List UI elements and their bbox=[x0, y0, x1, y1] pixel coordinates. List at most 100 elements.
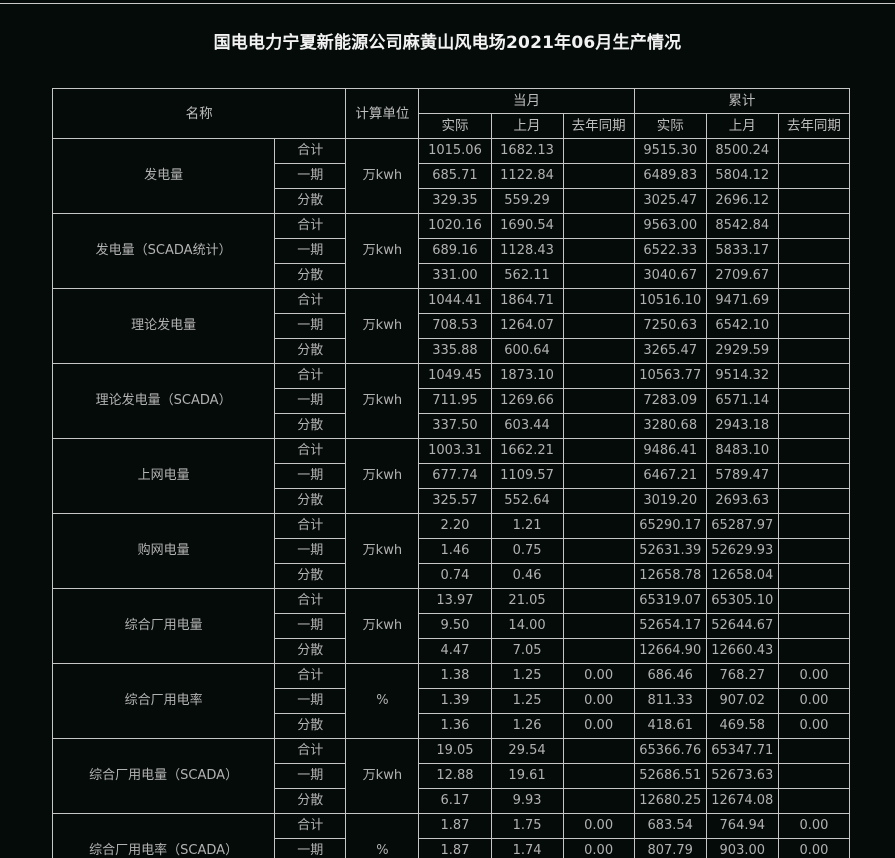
cell-month-last-month: 0.46 bbox=[490, 563, 564, 589]
cell-total-last-year bbox=[777, 188, 851, 214]
cell-month-last-month: 1690.54 bbox=[490, 213, 564, 239]
row-subcategory: 一期 bbox=[274, 688, 347, 714]
cell-total-actual: 3040.67 bbox=[633, 263, 707, 289]
cell-month-last-year: 0.00 bbox=[562, 688, 635, 714]
row-subcategory: 分散 bbox=[274, 413, 347, 439]
cell-total-actual: 65366.76 bbox=[633, 738, 707, 764]
cell-total-last-year: 0.00 bbox=[777, 813, 851, 839]
cell-total-last-month: 9514.32 bbox=[705, 363, 779, 389]
cell-month-last-month: 1109.57 bbox=[490, 463, 564, 489]
cell-month-last-year bbox=[562, 513, 635, 539]
cell-total-last-year bbox=[777, 138, 851, 164]
cell-total-last-month: 6571.14 bbox=[705, 388, 779, 414]
cell-month-last-month: 1269.66 bbox=[490, 388, 564, 414]
cell-month-last-month: 1.75 bbox=[490, 813, 564, 839]
cell-total-last-year bbox=[777, 763, 851, 789]
cell-month-actual: 325.57 bbox=[418, 488, 492, 514]
cell-total-actual: 10516.10 bbox=[633, 288, 707, 314]
cell-total-last-month: 12674.08 bbox=[705, 788, 779, 814]
cell-month-last-year bbox=[562, 538, 635, 564]
cell-total-actual: 10563.77 bbox=[633, 363, 707, 389]
cell-total-last-year: 0.00 bbox=[777, 688, 851, 714]
production-table-container: 名称 计算单位 当月 累计 实际 上月 去年同期 实际 上月 去年同期 发电量合… bbox=[51, 88, 851, 858]
page-title: 国电电力宁夏新能源公司麻黄山风电场2021年06月生产情况 bbox=[213, 33, 682, 53]
row-subcategory: 一期 bbox=[274, 613, 347, 639]
cell-total-actual: 3265.47 bbox=[633, 338, 707, 364]
row-subcategory: 分散 bbox=[274, 713, 347, 739]
row-group-unit: 万kwh bbox=[345, 513, 420, 589]
cell-month-actual: 1003.31 bbox=[418, 438, 492, 464]
cell-total-last-year bbox=[777, 538, 851, 564]
header-name: 名称 bbox=[51, 88, 347, 139]
cell-total-last-year bbox=[777, 213, 851, 239]
cell-total-last-month: 6542.10 bbox=[705, 313, 779, 339]
cell-total-actual: 807.79 bbox=[633, 838, 707, 858]
cell-total-last-year: 0.00 bbox=[777, 663, 851, 689]
row-subcategory: 分散 bbox=[274, 788, 347, 814]
cell-month-actual: 335.88 bbox=[418, 338, 492, 364]
row-subcategory: 合计 bbox=[274, 663, 347, 689]
cell-month-last-month: 603.44 bbox=[490, 413, 564, 439]
row-group-name: 理论发电量 bbox=[51, 288, 276, 364]
cell-total-last-year bbox=[777, 613, 851, 639]
cell-total-last-year bbox=[777, 163, 851, 189]
cell-month-actual: 329.35 bbox=[418, 188, 492, 214]
cell-total-last-year bbox=[777, 363, 851, 389]
cell-total-actual: 686.46 bbox=[633, 663, 707, 689]
cell-month-last-year bbox=[562, 738, 635, 764]
cell-total-last-month: 2929.59 bbox=[705, 338, 779, 364]
cell-month-last-year bbox=[562, 263, 635, 289]
cell-month-last-year bbox=[562, 338, 635, 364]
cell-month-last-year bbox=[562, 563, 635, 589]
row-subcategory: 一期 bbox=[274, 763, 347, 789]
cell-total-last-month: 2693.63 bbox=[705, 488, 779, 514]
cell-total-last-year bbox=[777, 738, 851, 764]
cell-total-last-month: 52673.63 bbox=[705, 763, 779, 789]
row-subcategory: 一期 bbox=[274, 538, 347, 564]
cell-total-last-month: 8542.84 bbox=[705, 213, 779, 239]
cell-month-actual: 19.05 bbox=[418, 738, 492, 764]
cell-total-actual: 9515.30 bbox=[633, 138, 707, 164]
row-subcategory: 分散 bbox=[274, 263, 347, 289]
cell-total-last-month: 65347.71 bbox=[705, 738, 779, 764]
row-subcategory: 合计 bbox=[274, 513, 347, 539]
cell-month-last-month: 1.21 bbox=[490, 513, 564, 539]
cell-month-actual: 1.36 bbox=[418, 713, 492, 739]
cell-month-last-year bbox=[562, 588, 635, 614]
row-subcategory: 一期 bbox=[274, 838, 347, 858]
row-subcategory: 一期 bbox=[274, 163, 347, 189]
cell-month-actual: 711.95 bbox=[418, 388, 492, 414]
cell-total-actual: 52654.17 bbox=[633, 613, 707, 639]
cell-month-actual: 689.16 bbox=[418, 238, 492, 264]
cell-month-last-year bbox=[562, 413, 635, 439]
cell-month-last-year bbox=[562, 388, 635, 414]
cell-total-last-month: 5804.12 bbox=[705, 163, 779, 189]
cell-total-last-month: 5833.17 bbox=[705, 238, 779, 264]
cell-month-last-month: 1662.21 bbox=[490, 438, 564, 464]
cell-month-actual: 2.20 bbox=[418, 513, 492, 539]
cell-total-actual: 9486.41 bbox=[633, 438, 707, 464]
cell-month-last-year bbox=[562, 213, 635, 239]
cell-total-actual: 12680.25 bbox=[633, 788, 707, 814]
cell-total-last-year: 0.00 bbox=[777, 838, 851, 858]
table-row: 发电量 合计 万kwh 1015.06 1682.13 9515.30 8500.24 bbox=[51, 138, 851, 214]
header-month-last-month: 上月 bbox=[490, 113, 564, 139]
cell-total-actual: 6489.83 bbox=[633, 163, 707, 189]
cell-total-actual: 7250.63 bbox=[633, 313, 707, 339]
cell-total-actual: 65319.07 bbox=[633, 588, 707, 614]
table-header-row-2: 实际 上月 去年同期 实际 上月 去年同期 bbox=[53, 113, 851, 139]
cell-total-last-month: 12660.43 bbox=[705, 638, 779, 664]
table-row: 一期 677.74 1109.57 6467.21 5789.47 bbox=[53, 463, 851, 489]
cell-month-actual: 9.50 bbox=[418, 613, 492, 639]
row-subcategory: 分散 bbox=[274, 188, 347, 214]
cell-month-last-year bbox=[562, 163, 635, 189]
table-header-row-1: 名称 计算单位 当月 累计 bbox=[51, 88, 851, 139]
row-group-name: 购网电量 bbox=[51, 513, 276, 589]
row-subcategory: 合计 bbox=[274, 138, 347, 164]
cell-total-last-year bbox=[777, 288, 851, 314]
cell-total-actual: 3019.20 bbox=[633, 488, 707, 514]
table-row: 购网电量 合计 万kwh 2.20 1.21 65290.17 65287.97 bbox=[51, 513, 851, 589]
row-subcategory: 分散 bbox=[274, 488, 347, 514]
row-group-unit: 万kwh bbox=[345, 363, 420, 439]
cell-month-last-month: 600.64 bbox=[490, 338, 564, 364]
